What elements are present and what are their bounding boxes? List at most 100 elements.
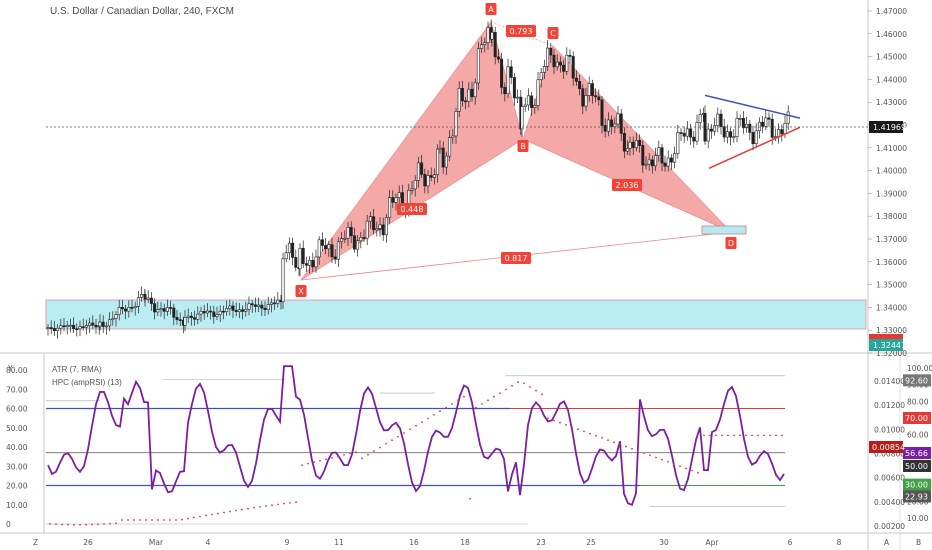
candle-body xyxy=(506,66,510,95)
candle-body xyxy=(333,256,337,260)
candle-body xyxy=(111,318,115,321)
candle-body xyxy=(663,162,667,167)
atr-dot xyxy=(97,523,99,526)
candle-body xyxy=(539,72,543,81)
ratio-bd-label-text: 2.036 xyxy=(616,181,639,190)
price-tick-label: 1.47000 xyxy=(876,7,907,16)
candle-body xyxy=(444,155,448,168)
candle-body xyxy=(94,324,98,328)
atr-dot xyxy=(481,403,483,405)
candle-body xyxy=(682,132,686,137)
rsi-upper-badge-text: 70.00 xyxy=(905,414,928,423)
candle-body xyxy=(426,175,430,187)
point-b-label xyxy=(517,140,529,152)
y-axis-toggle[interactable]: Y xyxy=(7,364,13,373)
price-tick-label: 1.33000 xyxy=(876,326,907,335)
atr-value-text: 0.00854 xyxy=(872,443,905,452)
atr-dot xyxy=(361,457,363,460)
candle-body xyxy=(320,239,324,246)
candle-body xyxy=(101,321,105,327)
atr-dot xyxy=(247,507,249,510)
atr-dot xyxy=(289,502,291,504)
candle-body xyxy=(108,319,112,327)
atr-dot xyxy=(649,454,651,457)
candle-body xyxy=(59,325,63,329)
candle-body xyxy=(273,302,277,305)
candle-body xyxy=(416,162,420,181)
candle-body xyxy=(709,128,713,132)
rsi-right-tick: 10.00 xyxy=(907,514,929,523)
candle-body xyxy=(127,307,131,312)
candle-body xyxy=(748,123,752,133)
atr-right-tick: 0.00400 xyxy=(874,498,905,507)
candle-body xyxy=(530,95,534,108)
rsi-lower-badge xyxy=(903,478,931,491)
atr-dot xyxy=(121,519,123,521)
candle-body xyxy=(193,317,197,320)
candle-body xyxy=(56,327,60,331)
atr-dot xyxy=(199,515,201,518)
atr-dot xyxy=(415,424,417,427)
atr-right-tick: 0.00600 xyxy=(874,474,905,483)
candle-body xyxy=(327,244,331,250)
atr-dot xyxy=(49,523,51,525)
price-tick-label: 1.43000 xyxy=(876,98,907,107)
atr-dot xyxy=(403,432,405,434)
candle-body xyxy=(394,197,398,203)
price-tick-label: 1.45000 xyxy=(876,53,907,62)
candle-body xyxy=(587,83,591,96)
atr-dot xyxy=(133,519,135,521)
price-tick-label: 1.46000 xyxy=(876,30,907,39)
candle-body xyxy=(571,56,575,79)
candle-body xyxy=(679,132,683,134)
ratio-xd-label-text: 0.817 xyxy=(505,254,528,263)
atr-dot xyxy=(385,442,387,445)
candle-body xyxy=(616,113,620,125)
point-b-label-text: B xyxy=(520,142,526,151)
candle-body xyxy=(761,121,765,127)
candle-body xyxy=(757,121,761,132)
candle-body xyxy=(641,145,645,166)
atr-dot xyxy=(259,506,261,508)
candle-body xyxy=(225,308,229,313)
atr-right-tick: 0.01400 xyxy=(874,377,905,386)
atr-dot xyxy=(295,501,297,503)
candle-body xyxy=(336,241,340,260)
time-axis: 26 Mar 4 9 11 16 18 23 25 30 Apr 6 8 xyxy=(83,538,841,547)
candle-body xyxy=(754,130,758,145)
atr-dot xyxy=(559,421,561,424)
atr-dot xyxy=(739,434,741,437)
candle-body xyxy=(423,174,427,187)
candle-body xyxy=(650,159,654,167)
atr-dot xyxy=(175,519,177,521)
atr-dot xyxy=(211,513,213,516)
candle-body xyxy=(500,58,504,88)
candle-body xyxy=(470,88,474,98)
atr-dot xyxy=(727,434,729,437)
atr-dot xyxy=(577,428,579,431)
time-tick-label: 23 xyxy=(536,538,546,547)
candle-body xyxy=(98,321,102,327)
candle-body xyxy=(660,147,664,164)
candle-body xyxy=(287,242,291,254)
candle-body xyxy=(384,217,388,236)
z-axis-toggle[interactable]: Z xyxy=(33,538,38,547)
atr-dot xyxy=(319,459,321,462)
candle-body xyxy=(84,325,88,328)
atr-dot xyxy=(157,519,159,521)
atr-dot xyxy=(445,406,447,409)
atr-dot xyxy=(235,509,237,512)
rsi-min-badge xyxy=(903,490,931,503)
atr-dot xyxy=(379,446,381,449)
price-tick-label: 1.41000 xyxy=(876,144,907,153)
atr-dot xyxy=(127,519,129,521)
atr-dot xyxy=(421,421,423,423)
atr-dot xyxy=(205,514,207,517)
candle-body xyxy=(549,47,553,56)
candle-body xyxy=(196,313,200,320)
candle-body xyxy=(276,299,280,304)
b-scale-toggle[interactable]: B xyxy=(916,538,921,547)
candlestick-series xyxy=(46,19,790,339)
auto-scale-toggle[interactable]: A xyxy=(884,538,890,547)
